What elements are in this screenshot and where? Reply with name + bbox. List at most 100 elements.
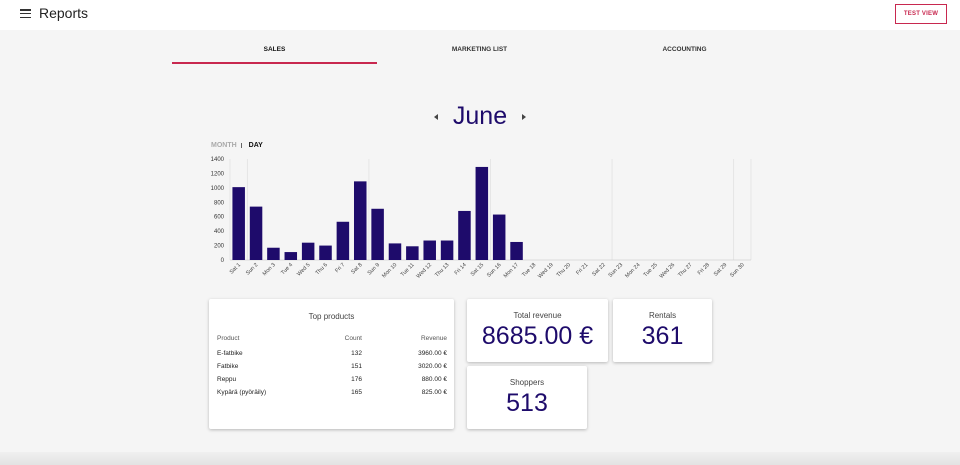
chart-bar <box>353 181 367 260</box>
menu-icon[interactable] <box>20 9 31 18</box>
x-tick-label: Sat 8 <box>350 262 363 275</box>
daily-sales-chart: 0 200 400 600 800 1000 1200 1400 Sat 1 Sun 2 Mon 3… <box>211 157 752 280</box>
rentals-label: Rentals <box>648 311 677 320</box>
product-name: Reppu <box>217 376 237 383</box>
chart-bar <box>475 166 489 260</box>
x-tick-label: Wed 19 <box>537 262 555 280</box>
x-tick-label: Thu 13 <box>434 262 450 278</box>
report-tabs: SALES MARKETING LIST ACCOUNTING <box>172 42 787 66</box>
chart-bar <box>249 206 263 260</box>
x-tick-label: Mon 17 <box>503 262 520 279</box>
y-tick-label: 600 <box>214 215 225 221</box>
product-count: 132 <box>351 350 362 357</box>
table-header-row: Product Count Revenue <box>217 332 447 347</box>
tab-marketing-list[interactable]: MARKETING LIST <box>451 46 508 53</box>
y-tick-label: 0 <box>221 258 225 264</box>
y-tick-label: 1200 <box>211 171 225 177</box>
chart-bar <box>267 247 280 260</box>
x-tick-label: Mon 24 <box>624 262 641 279</box>
product-revenue: 880.00 € <box>421 376 447 383</box>
table-row: E-fatbike 132 3960.00 € <box>217 347 447 360</box>
total-revenue-value: 8685.00 € <box>481 322 594 350</box>
chart-bar <box>284 252 298 260</box>
x-tick-label: Thu 6 <box>315 262 329 276</box>
period-toggle: MONTH DAY <box>211 142 263 152</box>
y-tick-label: 200 <box>214 244 225 250</box>
toggle-month[interactable]: MONTH <box>211 142 237 149</box>
y-tick-label: 400 <box>214 229 225 235</box>
top-products-title: Top products <box>308 312 355 321</box>
chart-bar <box>423 240 436 260</box>
x-tick-label: Sun 2 <box>245 262 259 276</box>
total-revenue-card: Total revenue 8685.00 € <box>467 299 608 362</box>
x-tick-label: Wed 5 <box>296 262 311 277</box>
x-tick-label: Fri 28 <box>697 262 711 276</box>
shoppers-value: 513 <box>506 389 548 417</box>
previous-month-arrow-icon[interactable] <box>434 114 438 120</box>
x-tick-label: Fri 7 <box>334 262 346 274</box>
chart-bar <box>232 187 245 260</box>
rentals-card: Rentals 361 <box>613 299 712 362</box>
app-bar: Reports TEST VIEW <box>0 0 960 30</box>
column-header-product: Product <box>217 335 240 342</box>
product-name: E-fatbike <box>217 350 243 357</box>
x-tick-label: Sat 1 <box>229 262 242 275</box>
y-tick-label: 800 <box>214 200 225 206</box>
product-count: 176 <box>351 376 362 383</box>
shoppers-label: Shoppers <box>509 378 545 387</box>
x-tick-label: Thu 20 <box>556 262 572 278</box>
product-count: 165 <box>351 389 362 396</box>
x-tick-label: Tue 25 <box>643 262 659 278</box>
chart-bar <box>492 214 506 260</box>
chart-bar <box>406 246 419 260</box>
chart-bar <box>458 210 471 260</box>
shoppers-card: Shoppers 513 <box>467 366 587 429</box>
x-tick-label: Mon 3 <box>262 262 277 277</box>
column-header-revenue: Revenue <box>420 335 447 342</box>
chart-bar <box>510 241 523 260</box>
x-tick-label: Fri 21 <box>575 262 589 276</box>
chart-bar <box>388 243 402 260</box>
x-tick-label: Wed 26 <box>659 262 677 280</box>
x-tick-label: Fri 14 <box>454 262 468 276</box>
month-title: June <box>452 102 508 130</box>
table-row: Fatbike 151 3020.00 € <box>217 360 447 373</box>
product-name: Fatbike <box>217 363 239 370</box>
x-tick-label: Thu 27 <box>677 262 693 278</box>
tab-accounting[interactable]: ACCOUNTING <box>662 46 707 53</box>
active-tab-indicator <box>172 62 377 64</box>
x-tick-label: Sat 29 <box>713 262 728 277</box>
chart-bar <box>336 221 350 260</box>
test-view-button[interactable]: TEST VIEW <box>895 4 947 24</box>
product-count: 151 <box>351 363 362 370</box>
chart-bar <box>440 240 454 260</box>
x-tick-label: Tue 18 <box>521 262 537 278</box>
x-tick-label: Tue 11 <box>400 262 416 278</box>
x-tick-label: Sun 30 <box>729 262 746 279</box>
top-products-table: Product Count Revenue E-fatbike 132 3960… <box>217 332 447 399</box>
toggle-divider <box>240 142 242 148</box>
table-row: Kypärä (pyöräily) 165 825.00 € <box>217 386 447 399</box>
next-month-arrow-icon[interactable] <box>522 114 526 120</box>
table-row: Reppu 176 880.00 € <box>217 373 447 386</box>
tab-sales[interactable]: SALES <box>263 46 286 53</box>
x-tick-label: Sun 16 <box>486 262 503 279</box>
product-revenue: 3960.00 € <box>418 350 447 357</box>
x-tick-label: Mon 10 <box>381 262 398 279</box>
x-tick-label: Sat 22 <box>591 262 606 277</box>
column-header-count: Count <box>344 335 362 342</box>
chart-bar <box>301 242 315 260</box>
x-tick-label: Wed 12 <box>416 262 434 280</box>
page-title: Reports <box>39 5 89 21</box>
x-tick-label: Tue 4 <box>280 262 294 276</box>
y-tick-label: 1400 <box>211 157 225 163</box>
x-tick-label: Sun 23 <box>608 262 625 279</box>
chart-bar <box>371 208 384 260</box>
toggle-day[interactable]: DAY <box>248 142 263 149</box>
page-footer-edge <box>0 452 960 465</box>
rentals-value: 361 <box>641 322 684 350</box>
product-revenue: 3020.00 € <box>418 363 447 370</box>
month-navigator: June <box>420 100 540 136</box>
chart-bar <box>319 245 332 260</box>
product-name: Kypärä (pyöräily) <box>217 389 267 396</box>
